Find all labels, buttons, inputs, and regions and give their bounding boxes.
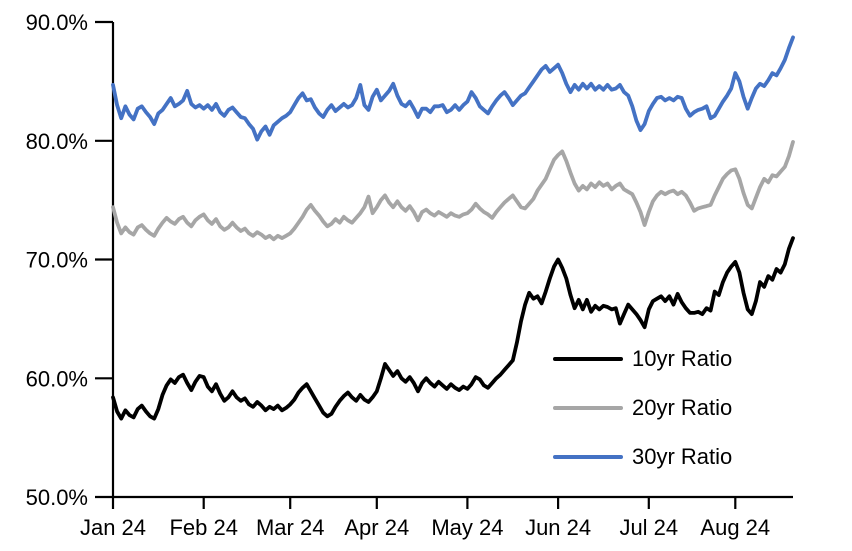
legend-item-10yr: 10yr Ratio	[553, 346, 732, 372]
series-line	[111, 139, 795, 242]
series-line	[111, 236, 795, 421]
legend-label-20yr: 20yr Ratio	[632, 395, 733, 420]
x-tick-label: Jan 24	[80, 515, 146, 540]
x-tick-label: Mar 24	[256, 515, 324, 540]
legend-line-sample-10yr	[553, 357, 623, 361]
x-tick-label: Jul 24	[619, 515, 678, 540]
legend-label-10yr: 10yr Ratio	[632, 346, 733, 371]
legend: 10yr Ratio 20yr Ratio 30yr Ratio	[553, 346, 732, 493]
y-tick-label: 60.0%	[26, 366, 88, 391]
y-tick-label: 50.0%	[26, 485, 88, 510]
legend-line-sample-30yr	[553, 455, 623, 459]
x-tick-label: Apr 24	[344, 515, 409, 540]
y-tick-label: 80.0%	[26, 129, 88, 154]
x-tick-label: Jun 24	[525, 515, 591, 540]
y-tick-label: 90.0%	[26, 10, 88, 35]
legend-item-30yr: 30yr Ratio	[553, 444, 732, 470]
x-tick-label: May 24	[431, 515, 503, 540]
legend-line-sample-20yr	[553, 406, 623, 410]
legend-label-30yr: 30yr Ratio	[632, 444, 733, 469]
x-tick-label: Aug 24	[700, 515, 770, 540]
y-tick-label: 70.0%	[26, 248, 88, 273]
x-tick-label: Feb 24	[169, 515, 238, 540]
legend-item-20yr: 20yr Ratio	[553, 395, 732, 421]
series-line	[111, 35, 795, 142]
